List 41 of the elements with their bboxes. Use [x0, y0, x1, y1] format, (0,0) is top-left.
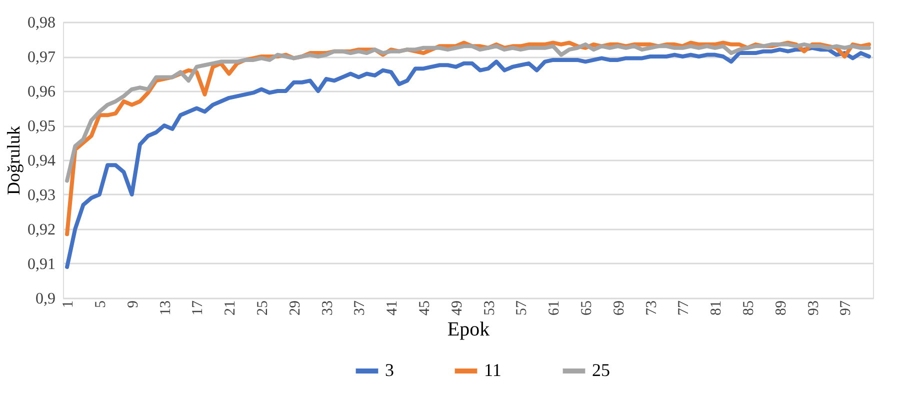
x-tick-label: 77 [676, 300, 692, 316]
x-tick-label: 45 [416, 300, 433, 316]
line-series [65, 46, 871, 269]
y-tick-label: 0,9 [36, 290, 56, 308]
x-tick-label: 57 [514, 300, 530, 316]
x-tick-label: 5 [92, 300, 109, 308]
y-tick-label: 0,96 [28, 84, 56, 100]
x-tick-label: 53 [482, 300, 498, 316]
y-tick-label: 0,97 [28, 49, 56, 66]
x-axis-title: Epok [447, 318, 490, 340]
x-tick-label: 85 [740, 300, 757, 316]
x-tick-label: 9 [125, 300, 142, 308]
y-tick-label: 0,98 [28, 14, 56, 32]
legend-label: 11 [484, 360, 502, 380]
x-tick-label: 73 [644, 300, 660, 316]
x-tick-label: 61 [546, 300, 563, 316]
x-tick-label: 13 [158, 300, 174, 316]
y-tick-label: 0,93 [28, 187, 56, 204]
x-tick-label: 81 [708, 300, 725, 316]
x-tick-label: 37 [352, 300, 368, 316]
y-axis-title: Doğruluk [4, 126, 24, 195]
x-tick-label: 65 [578, 300, 595, 316]
y-tick-label: 0,91 [28, 256, 56, 273]
x-tick-label: 93 [806, 300, 822, 316]
x-tick-label: 41 [384, 300, 401, 316]
x-tick-label: 17 [190, 300, 206, 316]
x-tick-label: 89 [773, 300, 790, 316]
x-tick-label: 1 [60, 300, 77, 308]
x-tick-label: 69 [611, 300, 628, 316]
x-tick-label: 33 [320, 300, 336, 316]
y-tick-label: 0,92 [28, 222, 56, 238]
x-tick-label: 25 [254, 300, 271, 316]
x-tick-label: 49 [449, 300, 466, 316]
y-tick-label: 0,94 [28, 152, 56, 170]
x-tick-label: 97 [838, 300, 854, 316]
line-series [65, 42, 871, 183]
x-tick-label: 29 [287, 300, 304, 316]
x-tick-label: 21 [222, 300, 239, 316]
legend-label: 25 [592, 360, 610, 380]
y-tick-label: 0,95 [28, 118, 56, 135]
legend-label: 3 [385, 360, 394, 380]
